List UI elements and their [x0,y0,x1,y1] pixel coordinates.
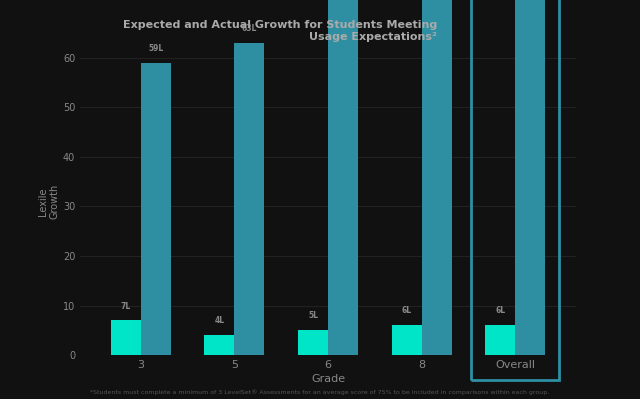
Bar [111,320,141,355]
Bar [515,0,545,355]
Y-axis label: Lexile
Growth: Lexile Growth [38,184,60,219]
Bar [328,0,358,355]
Bar [392,325,422,355]
Text: 59L: 59L [148,44,163,53]
Text: Expected and Actual Growth for Students Meeting
Usage Expectations²: Expected and Actual Growth for Students … [123,20,437,41]
Text: 6L: 6L [401,306,412,316]
Bar [471,0,559,380]
Bar [485,325,515,355]
Bar [422,0,452,355]
Text: 4L: 4L [214,316,225,325]
Text: *Students must complete a minimum of 3 LevelSet® Assessments for an average scor: *Students must complete a minimum of 3 L… [90,389,550,395]
Text: 5L: 5L [308,312,318,320]
Bar [234,43,264,355]
X-axis label: Grade: Grade [311,374,345,384]
Text: 7L: 7L [121,302,131,310]
Text: 6L: 6L [495,306,505,316]
Text: 63L: 63L [242,24,257,33]
Bar [298,330,328,355]
Bar [141,63,171,355]
Bar [204,335,234,355]
